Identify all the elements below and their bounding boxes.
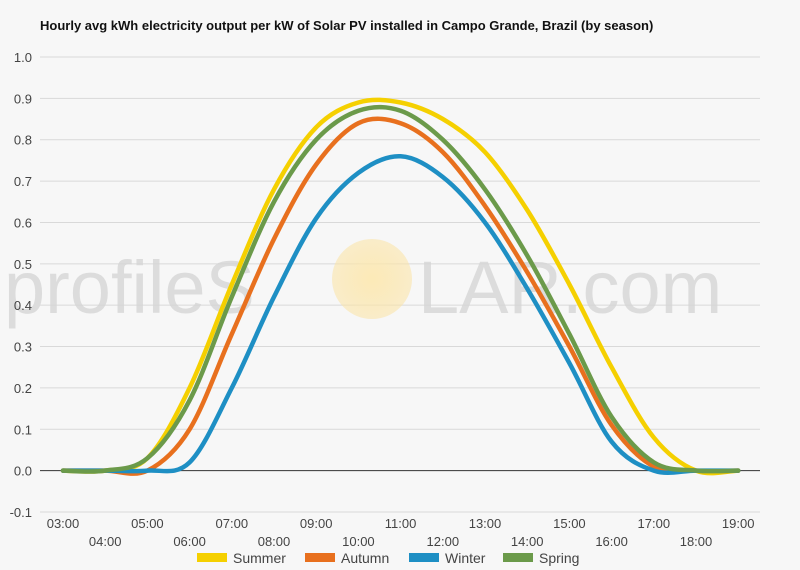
x-tick-label: 06:00 — [173, 534, 206, 549]
x-tick-label: 17:00 — [638, 516, 671, 531]
series-line-autumn — [60, 116, 741, 476]
x-tick-label: 15:00 — [553, 516, 586, 531]
y-tick-label: 0.1 — [14, 422, 32, 437]
y-tick-label: 0.7 — [14, 174, 32, 189]
x-tick-label: 05:00 — [131, 516, 164, 531]
legend-item-summer[interactable]: Summer — [197, 550, 286, 566]
y-tick-label: 0.0 — [14, 464, 32, 479]
legend-swatch — [503, 553, 533, 562]
watermark-left-text: profileS — [4, 246, 255, 329]
legend-swatch — [197, 553, 227, 562]
series-line-winter — [60, 154, 741, 476]
x-tick-label: 13:00 — [469, 516, 502, 531]
watermark-sun-icon — [332, 239, 412, 319]
y-tick-label: 0.4 — [14, 298, 32, 313]
watermark: profileS LAR.com — [4, 239, 722, 329]
legend-swatch — [305, 553, 335, 562]
y-tick-label: 1.0 — [14, 50, 32, 65]
x-tick-label: 16:00 — [595, 534, 628, 549]
legend-label: Winter — [445, 550, 486, 566]
legend-label: Autumn — [341, 550, 389, 566]
legend-item-winter[interactable]: Winter — [409, 550, 486, 566]
x-axis-ticks: 03:00 04:00 05:00 06:00 07:00 08:00 09:00 10:00… — [47, 516, 755, 549]
x-tick-label: 14:00 — [511, 534, 544, 549]
legend-swatch — [409, 553, 439, 562]
y-tick-label: 0.6 — [14, 215, 32, 230]
x-tick-label: 03:00 — [47, 516, 80, 531]
y-tick-label: 0.2 — [14, 381, 32, 396]
y-tick-label: -0.1 — [10, 505, 32, 520]
x-tick-label: 18:00 — [680, 534, 713, 549]
series-line-summer — [60, 97, 741, 476]
x-tick-label: 08:00 — [258, 534, 291, 549]
x-tick-label: 04:00 — [89, 534, 122, 549]
legend-item-spring[interactable]: Spring — [503, 550, 579, 566]
y-axis-ticks: -0.1 0.0 0.1 0.2 0.3 0.4 0.5 0.6 0.7 0.8 0.9 1.0 — [10, 50, 32, 520]
x-tick-label: 09:00 — [300, 516, 333, 531]
x-tick-label: 19:00 — [722, 516, 755, 531]
legend-label: Summer — [233, 550, 286, 566]
legend: Summer Autumn Winter Spring — [197, 550, 579, 566]
legend-label: Spring — [539, 550, 579, 566]
x-tick-label: 07:00 — [216, 516, 249, 531]
x-tick-label: 10:00 — [342, 534, 375, 549]
y-tick-label: 0.3 — [14, 340, 32, 355]
y-tick-label: 0.8 — [14, 133, 32, 148]
x-tick-label: 11:00 — [385, 516, 417, 531]
y-tick-label: 0.9 — [14, 91, 32, 106]
series-lines — [60, 97, 741, 476]
y-tick-label: 0.5 — [14, 257, 32, 272]
x-tick-label: 12:00 — [427, 534, 460, 549]
grid-lines — [40, 56, 760, 513]
legend-item-autumn[interactable]: Autumn — [305, 550, 389, 566]
series-line-spring — [60, 104, 741, 474]
chart-title: Hourly avg kWh electricity output per kW… — [40, 18, 654, 33]
